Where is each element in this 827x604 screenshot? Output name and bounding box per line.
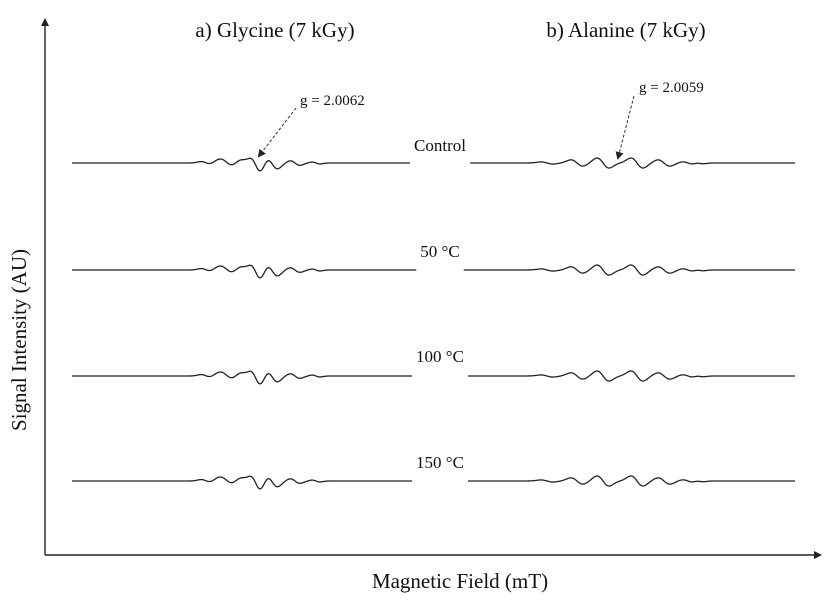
series-label-150c: 150 °C — [416, 453, 464, 472]
y-axis-label: Signal Intensity (AU) — [7, 249, 31, 431]
g-value-annotation-glycine: g = 2.0062 — [300, 93, 365, 109]
label-gap — [412, 373, 468, 379]
panel-b-title: b) Alanine (7 kGy) — [546, 18, 705, 42]
label-gap — [416, 267, 463, 273]
label-gap — [412, 478, 468, 484]
label-gap — [410, 160, 470, 166]
g-arrow-glycine — [259, 108, 296, 156]
g-arrow-alanine — [618, 96, 634, 158]
x-axis-label: Magnetic Field (mT) — [372, 569, 548, 593]
spectra-traces — [72, 158, 795, 489]
panel-a-title: a) Glycine (7 kGy) — [195, 18, 354, 42]
series-label-control: Control — [414, 136, 466, 155]
g-value-annotation-alanine: g = 2.0059 — [639, 80, 704, 96]
series-label-100c: 100 °C — [416, 347, 464, 366]
series-label-50c: 50 °C — [420, 242, 459, 261]
